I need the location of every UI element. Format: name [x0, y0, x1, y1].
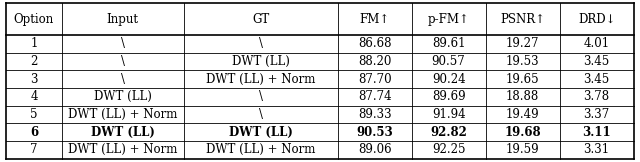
Text: FM↑: FM↑	[360, 13, 390, 26]
Text: 3.45: 3.45	[584, 73, 610, 86]
Text: DRD↓: DRD↓	[578, 13, 615, 26]
Text: DWT (LL) + Norm: DWT (LL) + Norm	[68, 143, 177, 156]
Text: \: \	[259, 90, 263, 103]
Text: \: \	[259, 108, 263, 121]
Text: 2: 2	[30, 55, 38, 68]
Text: 87.70: 87.70	[358, 73, 392, 86]
Text: 5: 5	[30, 108, 38, 121]
Text: \: \	[121, 73, 125, 86]
Text: 90.57: 90.57	[432, 55, 465, 68]
Text: DWT (LL): DWT (LL)	[94, 90, 152, 103]
Text: 88.20: 88.20	[358, 55, 391, 68]
Text: 19.59: 19.59	[506, 143, 540, 156]
Text: DWT (LL): DWT (LL)	[228, 126, 292, 139]
Text: 19.68: 19.68	[504, 126, 541, 139]
Text: 92.25: 92.25	[432, 143, 465, 156]
Text: p-FM↑: p-FM↑	[428, 13, 470, 26]
Text: DWT (LL) + Norm: DWT (LL) + Norm	[206, 143, 316, 156]
Text: 92.82: 92.82	[430, 126, 467, 139]
Text: GT: GT	[252, 13, 269, 26]
Text: 4: 4	[30, 90, 38, 103]
Text: 89.69: 89.69	[432, 90, 465, 103]
Text: \: \	[121, 55, 125, 68]
Text: 3.31: 3.31	[584, 143, 610, 156]
Text: DWT (LL): DWT (LL)	[232, 55, 290, 68]
Text: 18.88: 18.88	[506, 90, 540, 103]
Text: 3: 3	[30, 73, 38, 86]
Text: 3.37: 3.37	[584, 108, 610, 121]
Text: \: \	[121, 37, 125, 50]
Text: DWT (LL): DWT (LL)	[91, 126, 155, 139]
Text: 3.45: 3.45	[584, 55, 610, 68]
Text: 90.24: 90.24	[432, 73, 465, 86]
Text: DWT (LL) + Norm: DWT (LL) + Norm	[206, 73, 316, 86]
Text: 19.27: 19.27	[506, 37, 540, 50]
Text: Input: Input	[107, 13, 139, 26]
Text: 89.33: 89.33	[358, 108, 392, 121]
Text: 6: 6	[30, 126, 38, 139]
Text: 7: 7	[30, 143, 38, 156]
Text: 3.78: 3.78	[584, 90, 610, 103]
Text: PSNR↑: PSNR↑	[500, 13, 545, 26]
Text: 91.94: 91.94	[432, 108, 465, 121]
Text: 4.01: 4.01	[584, 37, 610, 50]
Text: 19.49: 19.49	[506, 108, 540, 121]
Text: 3.11: 3.11	[582, 126, 611, 139]
Text: 19.53: 19.53	[506, 55, 540, 68]
Text: Option: Option	[14, 13, 54, 26]
Text: 89.06: 89.06	[358, 143, 392, 156]
Text: DWT (LL) + Norm: DWT (LL) + Norm	[68, 108, 177, 121]
Text: 1: 1	[30, 37, 38, 50]
Text: \: \	[259, 37, 263, 50]
Text: 87.74: 87.74	[358, 90, 392, 103]
Text: 90.53: 90.53	[356, 126, 393, 139]
Text: 86.68: 86.68	[358, 37, 391, 50]
Text: 89.61: 89.61	[432, 37, 465, 50]
Text: 19.65: 19.65	[506, 73, 540, 86]
